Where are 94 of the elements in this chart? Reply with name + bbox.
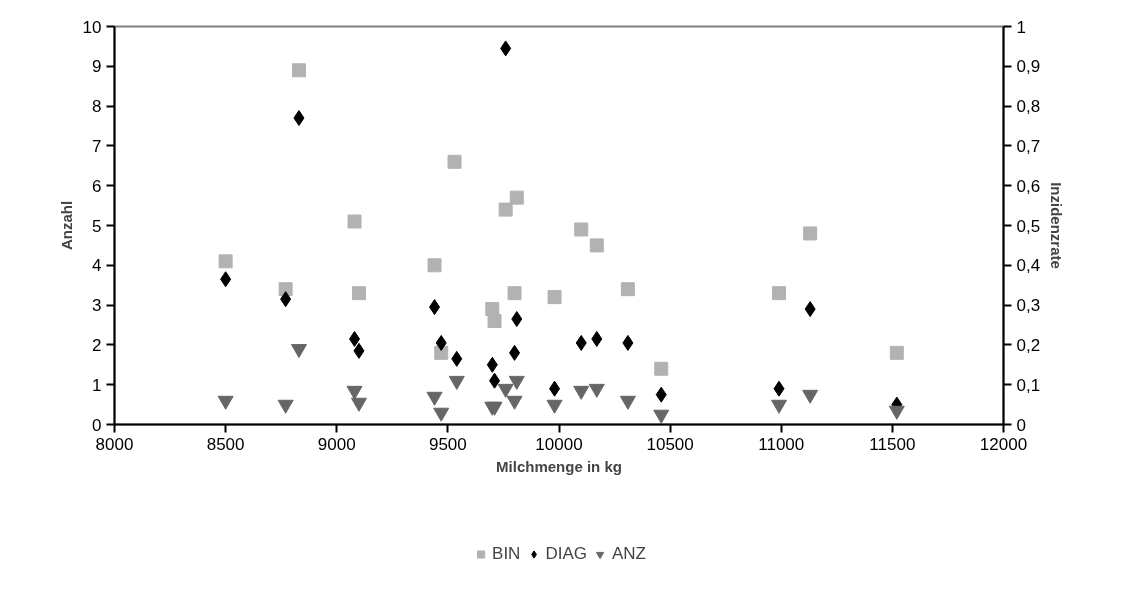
x-tick-label: 9000 [317, 434, 356, 454]
point [654, 361, 669, 376]
point [888, 405, 905, 420]
point [433, 407, 450, 422]
point [486, 356, 498, 373]
point [498, 202, 513, 217]
point [451, 350, 463, 367]
point [546, 399, 563, 414]
point [277, 399, 294, 414]
point [435, 334, 447, 351]
y-tick-label: 1 [92, 375, 102, 395]
point [351, 286, 366, 301]
point [802, 389, 819, 404]
y2-tick-label: 0,4 [1016, 256, 1041, 276]
y2-tick-label: 0,5 [1016, 216, 1041, 236]
y-tick-label: 10 [82, 17, 102, 37]
x-tick-label: 12000 [979, 434, 1028, 454]
point [426, 391, 443, 406]
y-tick-label: 8 [92, 97, 102, 117]
x-tick-label: 10000 [535, 434, 583, 454]
point [427, 258, 442, 273]
point [353, 342, 365, 359]
point [507, 286, 522, 301]
y-tick-label: 3 [92, 296, 102, 316]
y2-tick-label: 0,1 [1016, 375, 1041, 395]
point [655, 386, 667, 403]
y-tick-label: 6 [92, 176, 102, 196]
point [291, 63, 306, 78]
legend-label: BIN [492, 544, 521, 564]
point [511, 311, 523, 328]
y2-tick-label: 0,3 [1016, 296, 1041, 316]
y-tick-label: 0 [92, 415, 102, 435]
point [500, 40, 512, 57]
point [346, 385, 363, 400]
x-tick-label: 11000 [758, 434, 805, 454]
point [591, 330, 603, 347]
point [508, 375, 525, 390]
point [290, 344, 307, 359]
y-tick-label: 9 [92, 57, 102, 77]
y-tick-label: 5 [92, 216, 102, 236]
x-tick-label: 11500 [869, 434, 916, 454]
point [653, 409, 670, 424]
y2-tick-label: 0,7 [1016, 136, 1041, 156]
point [350, 397, 367, 412]
y-tick-label: 7 [92, 136, 102, 156]
point [549, 380, 561, 397]
point [429, 299, 441, 316]
point [804, 301, 816, 318]
point [575, 334, 587, 351]
x-axis-title: Milchmenge in kg [496, 457, 622, 475]
point [217, 395, 234, 410]
y-tick-label: 2 [92, 335, 102, 355]
point [803, 226, 818, 241]
point [547, 290, 562, 305]
x-tick-label: 8000 [95, 434, 134, 454]
point [771, 399, 788, 414]
point [772, 286, 787, 301]
point [220, 271, 232, 288]
y2-tick-label: 0 [1016, 415, 1026, 435]
point [620, 282, 635, 297]
y-tick-label: 4 [92, 256, 102, 276]
point [619, 395, 636, 410]
x-tick-label: 10500 [646, 434, 694, 454]
point [447, 154, 462, 169]
legend-label: DIAG [545, 544, 587, 564]
y2-tick-label: 0,2 [1016, 335, 1041, 355]
point [622, 334, 634, 351]
point [588, 383, 605, 398]
point [293, 110, 305, 127]
x-tick-label: 9500 [428, 434, 467, 454]
point [506, 395, 523, 410]
point [773, 380, 785, 397]
legend-label: ANZ [611, 544, 646, 564]
point [509, 190, 524, 205]
y2-tick-label: 0,6 [1016, 176, 1041, 196]
y2-tick-label: 0,9 [1016, 57, 1041, 77]
point [497, 383, 514, 398]
point [349, 330, 361, 347]
point [218, 254, 233, 269]
y2-axis-title: Inzidenzrate [1048, 182, 1066, 269]
point [487, 314, 502, 329]
point [574, 222, 589, 237]
point [509, 344, 521, 361]
point [347, 214, 362, 229]
y2-tick-label: 0,8 [1016, 97, 1041, 117]
point [889, 345, 904, 360]
point [489, 372, 501, 389]
point [448, 375, 465, 390]
y2-tick-label: 1 [1016, 17, 1026, 37]
point [280, 291, 292, 308]
point [589, 238, 604, 253]
point [573, 385, 590, 400]
x-tick-label: 8500 [206, 434, 245, 454]
y-axis-title: Anzahl [57, 200, 75, 251]
